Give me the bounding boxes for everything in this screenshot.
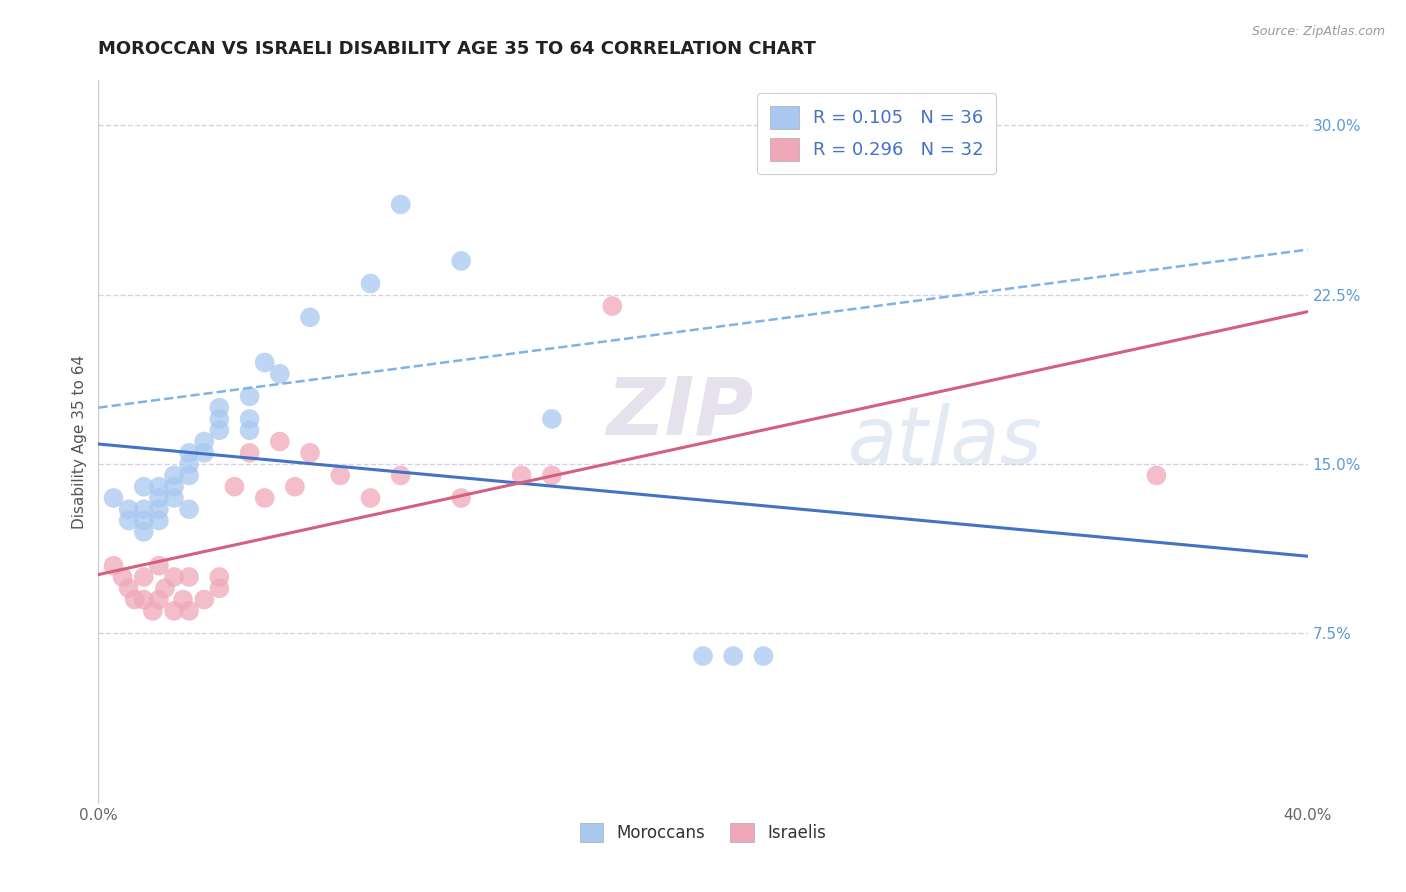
Point xyxy=(239,423,262,437)
Point xyxy=(163,570,186,584)
Point xyxy=(540,412,562,426)
Y-axis label: Disability Age 35 to 64: Disability Age 35 to 64 xyxy=(72,354,87,529)
Point xyxy=(389,468,412,483)
Point xyxy=(193,434,215,449)
Text: ZIP: ZIP xyxy=(606,374,754,451)
Point xyxy=(132,570,155,584)
Point xyxy=(299,310,322,325)
Point xyxy=(118,582,141,596)
Point xyxy=(142,604,165,618)
Point xyxy=(103,558,125,573)
Point xyxy=(193,446,215,460)
Point xyxy=(224,480,246,494)
Point xyxy=(723,648,745,663)
Point xyxy=(239,412,262,426)
Point xyxy=(132,592,155,607)
Point xyxy=(163,491,186,505)
Point xyxy=(148,480,170,494)
Point xyxy=(132,480,155,494)
Point xyxy=(450,253,472,268)
Point xyxy=(179,457,201,471)
Text: MOROCCAN VS ISRAELI DISABILITY AGE 35 TO 64 CORRELATION CHART: MOROCCAN VS ISRAELI DISABILITY AGE 35 TO… xyxy=(98,40,817,58)
Point xyxy=(253,355,276,369)
Point xyxy=(111,570,134,584)
Point xyxy=(360,491,382,505)
Point xyxy=(360,277,382,291)
Point xyxy=(752,648,775,663)
Point xyxy=(163,468,186,483)
Point xyxy=(239,389,262,403)
Point xyxy=(239,446,262,460)
Point xyxy=(299,446,322,460)
Point xyxy=(179,446,201,460)
Legend: Moroccans, Israelis: Moroccans, Israelis xyxy=(574,816,832,848)
Point xyxy=(163,480,186,494)
Point xyxy=(329,468,352,483)
Point xyxy=(208,582,231,596)
Point xyxy=(153,582,176,596)
Point xyxy=(148,491,170,505)
Point xyxy=(118,514,141,528)
Point xyxy=(148,558,170,573)
Point xyxy=(692,648,714,663)
Point xyxy=(540,468,562,483)
Point xyxy=(132,502,155,516)
Text: Source: ZipAtlas.com: Source: ZipAtlas.com xyxy=(1251,25,1385,38)
Point xyxy=(163,604,186,618)
Point xyxy=(179,604,201,618)
Point xyxy=(179,570,201,584)
Point xyxy=(269,434,291,449)
Point xyxy=(253,491,276,505)
Point xyxy=(193,592,215,607)
Point xyxy=(179,502,201,516)
Point xyxy=(510,468,533,483)
Point xyxy=(208,401,231,415)
Point xyxy=(208,412,231,426)
Point xyxy=(1144,468,1167,483)
Point xyxy=(284,480,307,494)
Point xyxy=(179,468,201,483)
Point xyxy=(148,592,170,607)
Point xyxy=(148,514,170,528)
Point xyxy=(132,524,155,539)
Point xyxy=(389,197,412,211)
Text: atlas: atlas xyxy=(848,402,1043,481)
Point xyxy=(208,570,231,584)
Point xyxy=(208,423,231,437)
Point xyxy=(269,367,291,381)
Point xyxy=(103,491,125,505)
Point xyxy=(172,592,194,607)
Point xyxy=(602,299,624,313)
Point xyxy=(148,502,170,516)
Point xyxy=(450,491,472,505)
Point xyxy=(118,502,141,516)
Point xyxy=(132,514,155,528)
Point xyxy=(124,592,146,607)
